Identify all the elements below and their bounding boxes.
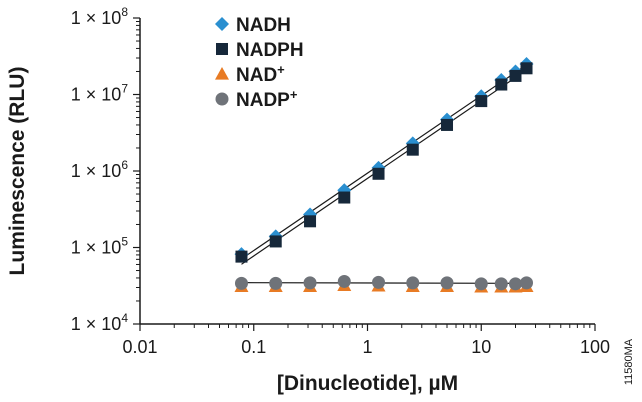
tick-labels: 0.01 0.1 1 10 100 1 × 104 1 × 105 1 × 106 1 × 10… [71,5,610,357]
x-tick-label: 1 [362,337,372,357]
nadph-point [372,167,385,180]
nadp-point [520,276,534,290]
nadp-point [406,276,420,290]
legend-item-nadph: NADPH [216,40,304,61]
nadp-point [234,276,248,290]
nadph-point [406,143,419,156]
nadp-point [303,276,317,290]
nadph-point [235,250,248,263]
nadph-point [495,78,508,91]
legend-marker-nadp [215,92,229,106]
figure-code: 11580MA [623,338,635,385]
nadp-point [372,275,386,289]
nadp-point [508,277,522,291]
y-tick-label: 1 × 106 [71,158,129,181]
x-tick-label: 0.1 [241,337,266,357]
nadp-point [337,274,351,288]
nadph-point [520,62,533,75]
x-tick-label: 100 [580,337,610,357]
y-tick-label: 1 × 104 [71,311,129,334]
nadp-point [474,277,488,291]
nadph-point [269,235,282,248]
nadph-point [509,69,522,82]
nadp-point [440,276,454,290]
y-axis-title: Luminescence (RLU) [6,67,29,276]
legend-label: NADH [236,15,291,36]
nadp-point [269,276,283,290]
legend-item-nad: NAD+ [215,62,285,86]
data-markers [234,57,534,293]
ticks [133,17,596,331]
y-tick-label: 1 × 105 [71,235,129,258]
x-tick-label: 0.01 [122,337,157,357]
series-nadh [234,57,534,262]
nadph-point [338,191,351,204]
series-nadph [235,62,533,263]
legend-item-nadp: NADP+ [215,87,298,111]
y-tick-label: 1 × 107 [71,82,129,105]
legend-label: NADPH [236,40,304,61]
nadp-point [494,277,508,291]
nadph-point [304,215,317,228]
y-tick-label: 1 × 108 [71,5,129,28]
x-tick-label: 10 [471,337,491,357]
legend-marker-nad [215,67,229,80]
series-nadp [234,274,534,291]
legend-label: NADP+ [236,87,298,111]
nadph-point [475,95,488,108]
legend-item-nadh: NADH [215,15,291,36]
x-axis-title: [Dinucleotide], µM [277,372,458,395]
legend-label: NAD+ [236,62,285,86]
legend-marker-nadh [215,17,229,31]
nadph-point [441,118,454,131]
legend-marker-nadph [216,43,228,55]
